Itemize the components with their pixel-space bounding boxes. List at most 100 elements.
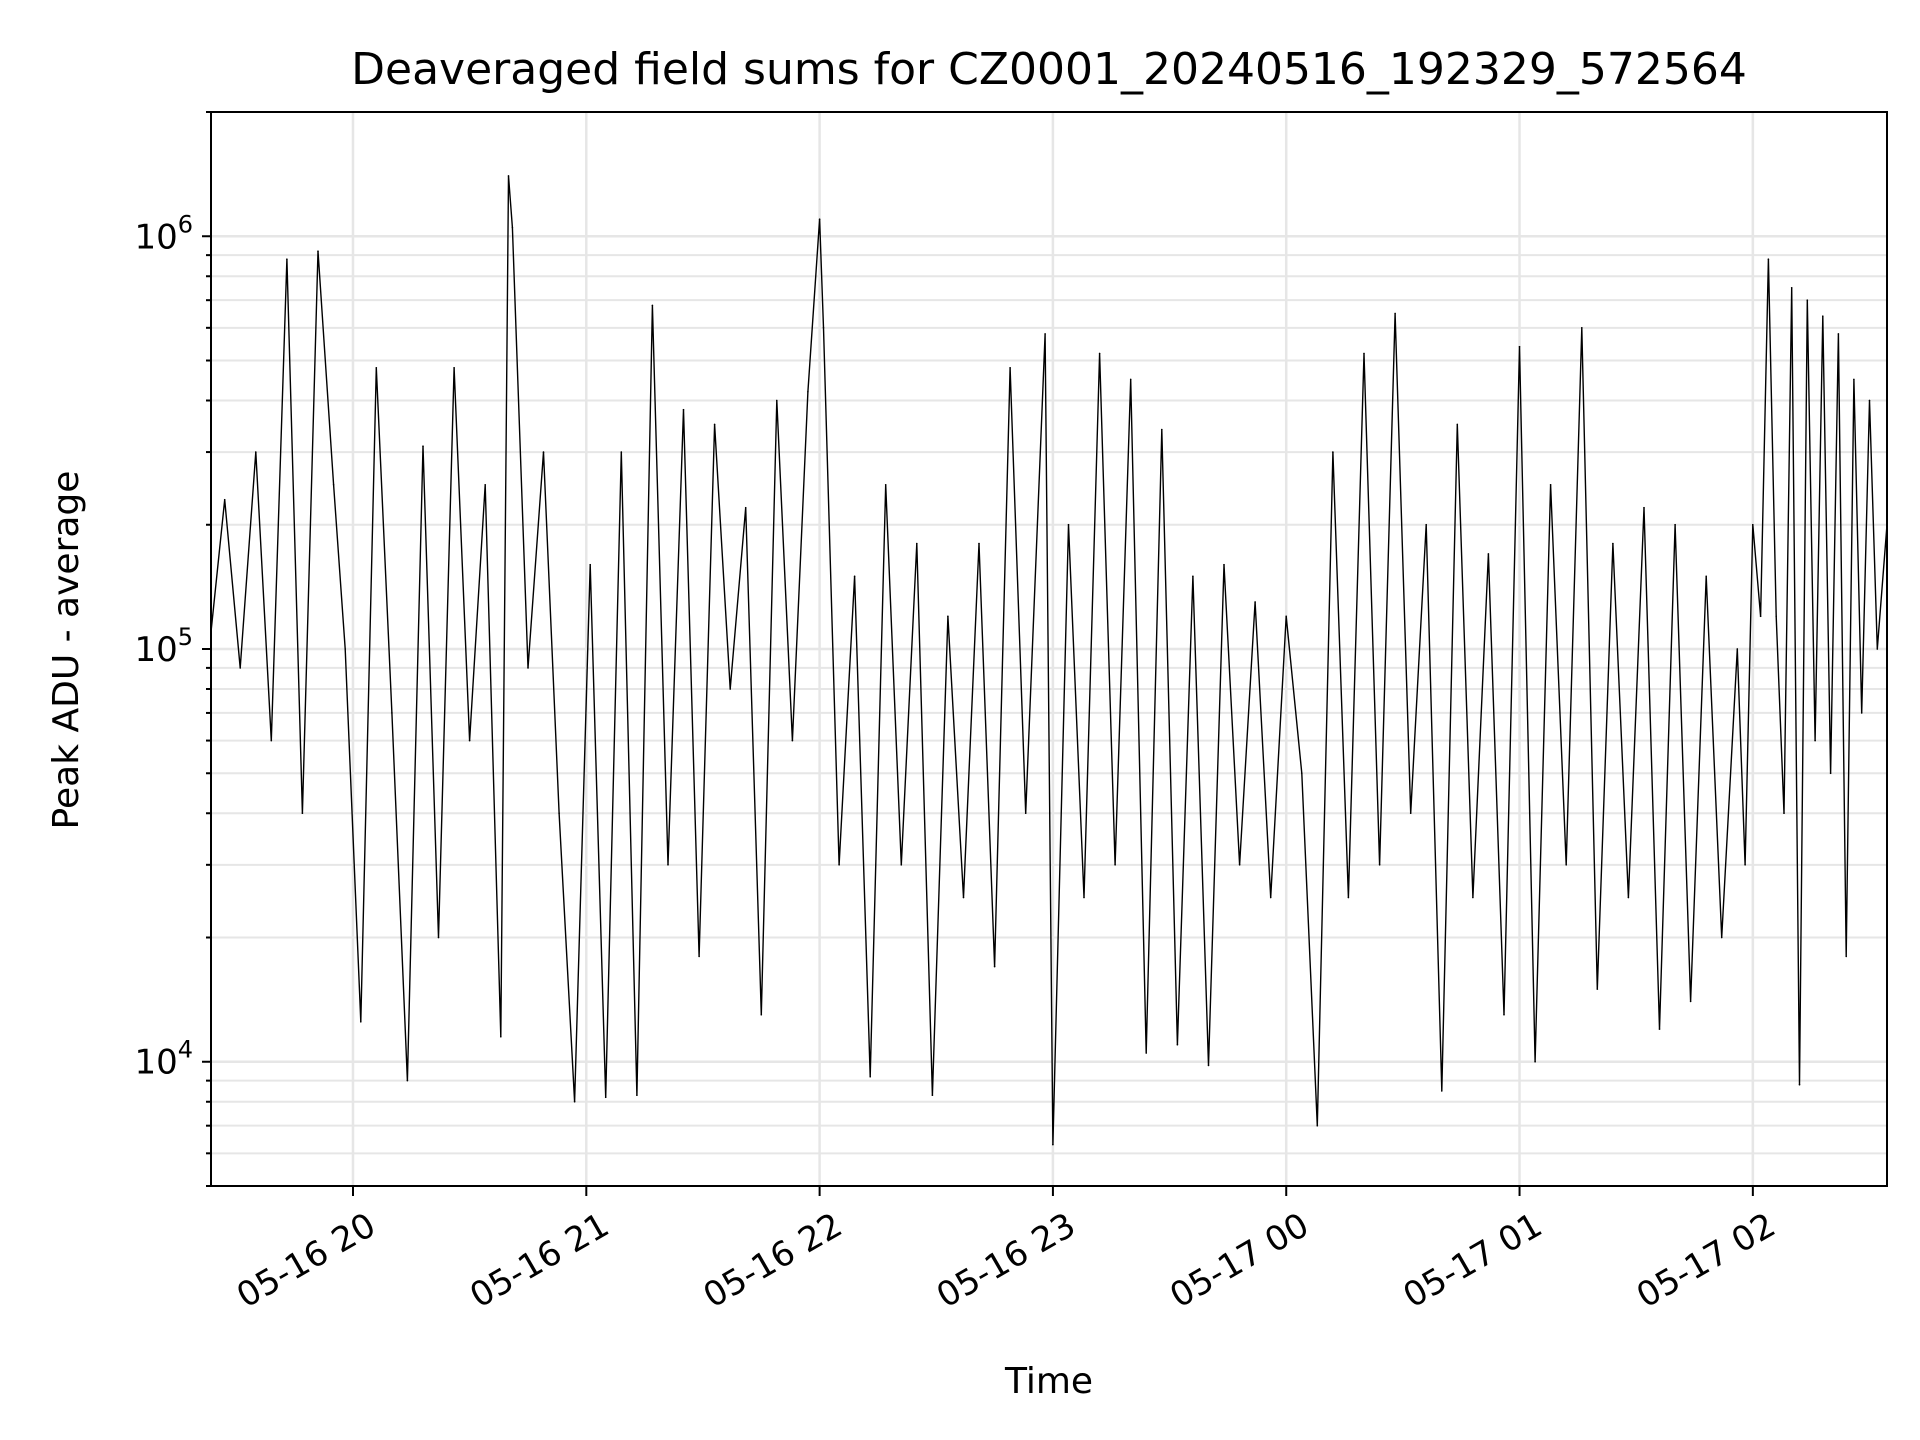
data-point <box>270 739 273 742</box>
data-point <box>947 615 949 618</box>
data-point <box>1627 896 1630 899</box>
data-point <box>344 648 347 650</box>
data-point <box>1518 345 1521 348</box>
data-point <box>1720 936 1723 939</box>
data-point <box>900 864 903 866</box>
data-point <box>822 327 825 329</box>
data-point <box>1798 1083 1801 1086</box>
data-point <box>1472 896 1474 899</box>
data-point <box>1705 575 1707 578</box>
data-point <box>223 498 226 501</box>
data-point <box>468 739 471 742</box>
data-point <box>589 563 591 566</box>
data-point <box>507 175 510 177</box>
data-point <box>853 575 856 578</box>
data-point <box>1052 1143 1054 1146</box>
data-point <box>667 864 669 866</box>
data-point <box>713 423 716 426</box>
data-point <box>573 1100 576 1103</box>
data-point <box>1674 523 1676 526</box>
data-point <box>1254 601 1256 603</box>
data-point <box>1658 1028 1661 1030</box>
y-tick-label-exponent: 4 <box>178 1036 193 1064</box>
data-point <box>1790 287 1793 289</box>
data-point <box>317 250 319 252</box>
data-point <box>1067 523 1070 526</box>
data-point <box>884 484 887 486</box>
chart-title: Deaveraged field sums for CZ0001_2024051… <box>351 44 1747 95</box>
data-point <box>1024 812 1027 814</box>
data-point <box>406 1079 409 1082</box>
data-point <box>1083 896 1085 899</box>
y-tick-label-exponent: 5 <box>178 623 193 651</box>
data-point <box>527 667 529 669</box>
data-point <box>1425 523 1427 526</box>
y-tick-label-base: 10 <box>134 217 177 257</box>
data-point <box>978 542 980 545</box>
data-point <box>1044 333 1046 335</box>
data-point <box>1876 648 1879 650</box>
data-point <box>1612 542 1614 545</box>
data-point <box>698 955 700 958</box>
data-point <box>1487 553 1490 555</box>
data-point <box>1549 484 1552 486</box>
data-point <box>1347 896 1350 899</box>
data-point <box>838 864 840 866</box>
data-point <box>1736 648 1739 650</box>
y-tick-label: 106 <box>134 210 193 257</box>
data-point <box>453 367 455 369</box>
data-point <box>776 399 778 402</box>
data-point <box>391 712 393 714</box>
data-point <box>1744 864 1746 866</box>
data-point <box>818 218 821 220</box>
data-point <box>760 1013 763 1016</box>
data-point <box>1534 1060 1536 1063</box>
data-point <box>422 445 424 448</box>
data-point <box>1114 864 1116 866</box>
data-point <box>1822 315 1824 318</box>
data-point <box>1837 333 1840 335</box>
data-point <box>511 226 514 229</box>
data-point <box>1814 739 1816 742</box>
y-tick-label-exponent: 6 <box>178 210 193 238</box>
data-point <box>1192 575 1194 578</box>
data-point <box>1363 352 1365 355</box>
data-point <box>558 812 560 814</box>
data-point <box>807 391 809 393</box>
data-point <box>1759 615 1762 618</box>
data-point <box>1643 506 1645 509</box>
data-point <box>1441 1090 1443 1092</box>
data-point <box>375 367 378 369</box>
y-tick-label-base: 10 <box>134 630 177 670</box>
data-point <box>1767 258 1770 261</box>
data-point <box>1409 812 1412 814</box>
data-point <box>1689 1000 1692 1003</box>
x-axis-label: Time <box>1004 1361 1093 1402</box>
data-point <box>1332 451 1334 453</box>
data-point <box>1207 1064 1210 1067</box>
data-point <box>1285 615 1287 618</box>
series-group <box>210 175 1888 1146</box>
data-point <box>1845 955 1847 958</box>
data-point <box>1378 864 1381 866</box>
data-point <box>484 484 487 486</box>
data-point <box>1269 896 1272 899</box>
data-point <box>993 965 996 968</box>
data-point <box>542 451 545 453</box>
data-point <box>1853 378 1855 381</box>
data-point <box>1223 563 1225 566</box>
data-point <box>1829 772 1832 775</box>
data-point <box>1752 523 1754 526</box>
data-point <box>791 739 794 742</box>
data-point <box>1129 378 1132 381</box>
y-tick-label-base: 10 <box>134 1043 177 1083</box>
data-point <box>239 667 241 669</box>
data-point <box>1806 299 1809 302</box>
data-point <box>1009 367 1011 369</box>
data-point <box>1145 1052 1147 1054</box>
data-point <box>604 1096 607 1099</box>
data-point <box>301 812 304 814</box>
data-point <box>1161 428 1163 431</box>
